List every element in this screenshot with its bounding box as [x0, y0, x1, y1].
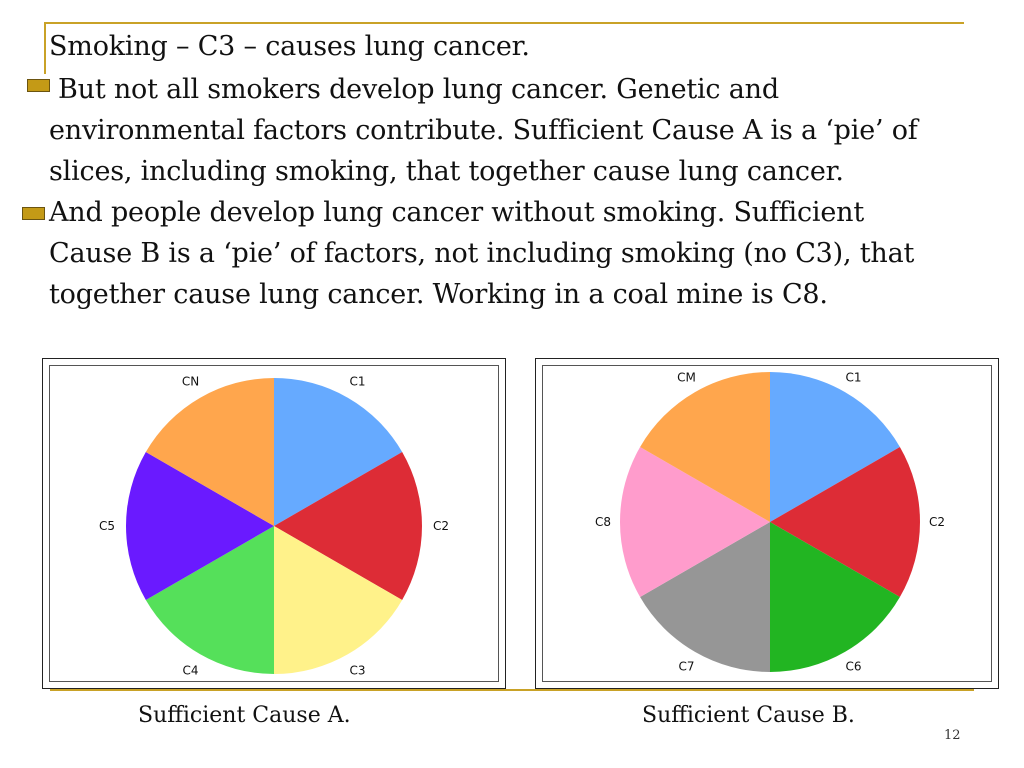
pie-label-c7: C7 — [678, 660, 694, 674]
pie-chart-panel-b: C1 C2 C6 C7 C8 CM — [535, 358, 999, 689]
panel-inner-border — [49, 365, 499, 682]
bullet-icon — [22, 207, 45, 220]
pie-slice-c6 — [770, 522, 900, 672]
top-accent-rule — [44, 22, 964, 24]
pie-slice-c1 — [770, 372, 900, 522]
bottom-accent-rule — [50, 689, 974, 691]
bullet-1-line-1: But not all smokers develop lung cancer.… — [58, 74, 779, 105]
left-accent-rule — [44, 22, 46, 74]
page-number: 12 — [944, 728, 961, 743]
pie-label-c4: C4 — [182, 664, 198, 678]
pie-slice-c5 — [126, 452, 274, 600]
pie-chart-b: C1 C2 C6 C7 C8 CM — [595, 370, 945, 674]
pie-label-c3: C3 — [349, 664, 365, 678]
pie-label-c8: C8 — [595, 515, 611, 529]
pie-label-c1: C1 — [845, 370, 861, 384]
pie-slice-c4 — [145, 526, 274, 674]
pie-slice-c1 — [274, 378, 403, 526]
pie-slice-c2 — [274, 452, 422, 600]
panel-inner-border — [542, 365, 992, 682]
pie-slice-cm — [640, 372, 770, 522]
caption-sufficient-cause-b: Sufficient Cause B. — [642, 703, 855, 728]
pie-label-cn: CN — [182, 374, 199, 388]
pie-slice-c2 — [770, 447, 920, 597]
pie-label-c2: C2 — [433, 519, 449, 533]
bullet-2-line-1: And people develop lung cancer without s… — [49, 197, 864, 228]
bullet-2-line-2: Cause B is a ‘pie’ of factors, not inclu… — [49, 238, 915, 269]
bullet-icon — [27, 79, 50, 92]
bullet-2-line-3: together cause lung cancer. Working in a… — [49, 279, 828, 310]
pie-label-c6: C6 — [845, 660, 861, 674]
pie-chart-a: C1 C2 C3 C4 C5 CN — [99, 374, 449, 678]
caption-sufficient-cause-a: Sufficient Cause A. — [138, 703, 351, 728]
pie-chart-panel-a: C1 C2 C3 C4 C5 CN — [42, 358, 506, 689]
pie-slice-cn — [145, 378, 274, 526]
pie-label-c5: C5 — [99, 519, 115, 533]
bullet-1-line-3: slices, including smoking, that together… — [49, 156, 844, 187]
pie-slice-c8 — [620, 447, 770, 597]
heading-line: Smoking – C3 – causes lung cancer. — [49, 31, 530, 62]
pie-label-c2: C2 — [929, 515, 945, 529]
pie-slice-c7 — [640, 522, 770, 672]
pie-label-cm: CM — [677, 370, 696, 384]
pie-slice-c3 — [274, 526, 403, 674]
bullet-1-line-2: environmental factors contribute. Suffic… — [49, 115, 918, 146]
pie-label-c1: C1 — [349, 374, 365, 388]
